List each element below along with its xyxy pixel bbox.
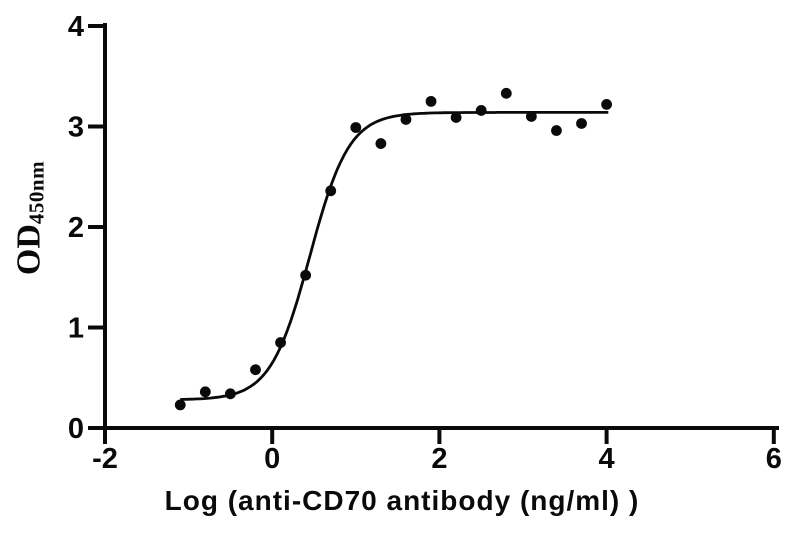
- data-point: [450, 112, 462, 123]
- data-point: [199, 386, 211, 398]
- x-tick-label: 6: [766, 443, 782, 475]
- data-point: [300, 269, 312, 281]
- y-tick-label: 2: [68, 212, 84, 244]
- data-point: [400, 114, 412, 125]
- data-point: [225, 388, 236, 400]
- data-point: [350, 122, 362, 133]
- y-axis-title: OD450nm: [10, 160, 49, 276]
- data-point: [525, 111, 537, 122]
- x-axis-title: Log (anti-CD70 antibody (ng/ml) ): [164, 485, 640, 516]
- y-tick-label: 3: [68, 112, 84, 144]
- y-tick-label: 1: [68, 313, 84, 345]
- data-point: [425, 95, 437, 107]
- data-point: [375, 138, 387, 149]
- y-axis-title-sub: 450nm: [24, 160, 49, 225]
- x-tick-label: -2: [92, 443, 118, 475]
- x-tick-label: 0: [264, 443, 280, 475]
- fit-curve: [180, 111, 609, 401]
- y-axis-title-main: OD: [10, 224, 48, 276]
- data-point: [275, 337, 286, 348]
- data-point: [576, 118, 587, 129]
- y-tick-label: 0: [68, 413, 84, 445]
- data-point: [325, 185, 337, 197]
- data-point: [551, 125, 562, 136]
- data-point: [250, 364, 261, 376]
- x-tick-label: 2: [431, 443, 447, 475]
- data-point: [174, 399, 186, 411]
- x-tick-label: 4: [599, 443, 615, 475]
- data-point: [601, 98, 612, 110]
- data-point: [500, 87, 512, 99]
- y-tick-label: 4: [68, 11, 84, 43]
- data-point: [475, 105, 487, 116]
